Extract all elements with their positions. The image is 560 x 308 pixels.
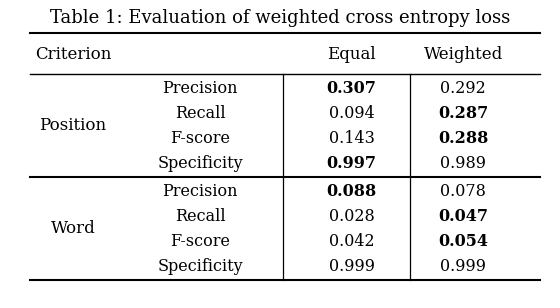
Text: Table 1: Evaluation of weighted cross entropy loss: Table 1: Evaluation of weighted cross en… [50,9,510,27]
Text: Position: Position [39,117,106,134]
Text: Equal: Equal [328,46,376,63]
Text: Precision: Precision [162,79,238,97]
Text: 0.999: 0.999 [440,258,486,275]
Text: F-score: F-score [170,233,230,250]
Text: Word: Word [50,220,95,237]
Text: 0.047: 0.047 [438,208,488,225]
Text: 0.307: 0.307 [326,79,377,97]
Text: Specificity: Specificity [157,155,243,172]
Text: 0.078: 0.078 [440,183,486,200]
Text: Recall: Recall [175,105,226,122]
Text: 0.094: 0.094 [329,105,375,122]
Text: 0.054: 0.054 [438,233,488,250]
Text: Specificity: Specificity [157,258,243,275]
Text: F-score: F-score [170,130,230,147]
Text: 0.287: 0.287 [438,105,488,122]
Text: 0.088: 0.088 [326,183,377,200]
Text: 0.288: 0.288 [438,130,488,147]
Text: 0.997: 0.997 [326,155,377,172]
Text: 0.989: 0.989 [440,155,486,172]
Text: Weighted: Weighted [423,46,503,63]
Text: 0.042: 0.042 [329,233,375,250]
Text: 0.292: 0.292 [440,79,486,97]
Text: 0.143: 0.143 [329,130,375,147]
Text: Precision: Precision [162,183,238,200]
Text: 0.028: 0.028 [329,208,375,225]
Text: 0.999: 0.999 [329,258,375,275]
Text: Recall: Recall [175,208,226,225]
Text: Criterion: Criterion [35,46,111,63]
